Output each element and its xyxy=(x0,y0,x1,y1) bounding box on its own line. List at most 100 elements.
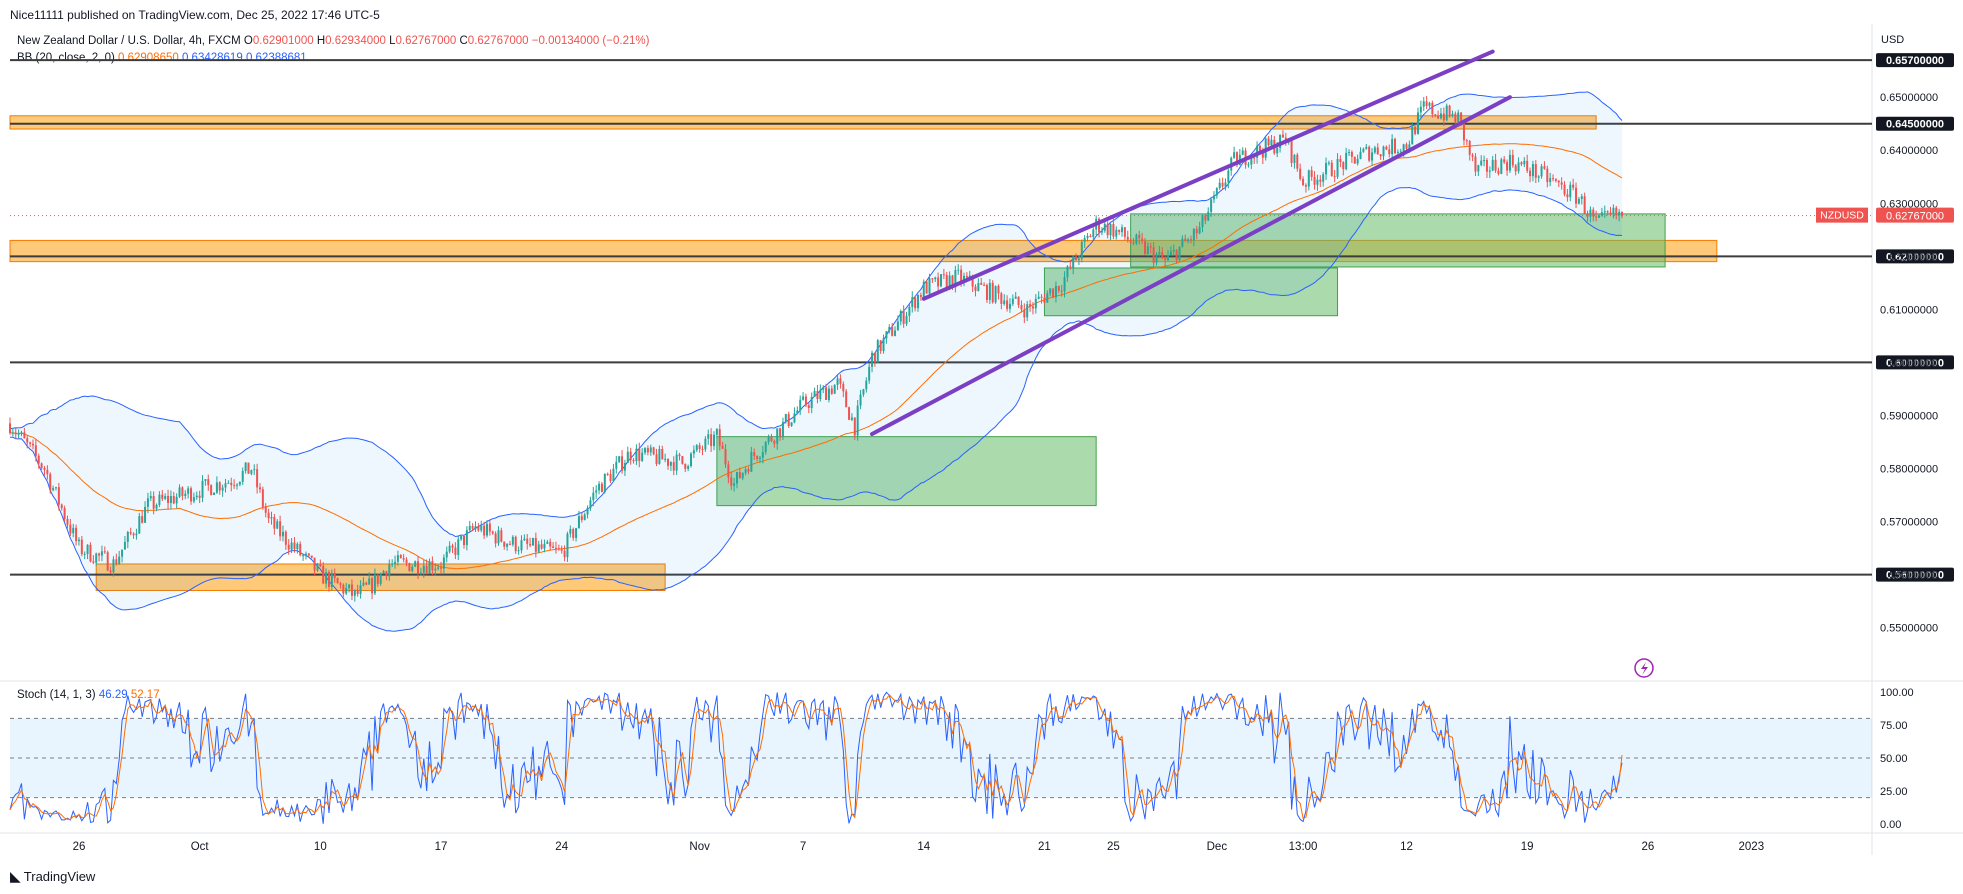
candle-body xyxy=(345,588,348,594)
candle-body xyxy=(34,445,37,456)
candle-body xyxy=(304,553,307,556)
candle-body xyxy=(26,438,29,443)
candle-body xyxy=(316,564,319,571)
candle-body xyxy=(1598,215,1601,218)
candle-body xyxy=(339,583,342,585)
zone-green-6 xyxy=(1130,213,1666,268)
candle-body xyxy=(848,407,851,420)
candle-body xyxy=(1310,170,1313,177)
stoch-tick-label: 50.00 xyxy=(1880,753,1908,765)
candle-body xyxy=(853,417,856,436)
candle-body xyxy=(1402,144,1405,152)
candle-body xyxy=(856,405,859,436)
candle-body xyxy=(1296,154,1299,169)
candle-body xyxy=(962,275,965,283)
candle-body xyxy=(77,539,80,542)
candle-body xyxy=(1373,147,1376,153)
candle-body xyxy=(141,516,144,523)
candle-body xyxy=(606,473,609,475)
candle-body xyxy=(1526,160,1529,171)
candle-body xyxy=(1008,303,1011,309)
candle-body xyxy=(1077,258,1080,261)
candle-body xyxy=(1385,146,1388,150)
zone-green-4 xyxy=(716,436,1097,507)
candle-body xyxy=(994,286,997,303)
candle-body xyxy=(20,432,23,434)
candle-body xyxy=(925,281,928,294)
candle-body xyxy=(569,529,572,534)
candle-body xyxy=(270,517,273,519)
candle-body xyxy=(1167,255,1170,260)
candle-body xyxy=(178,487,181,497)
candle-body xyxy=(1557,180,1560,183)
candle-body xyxy=(965,275,968,278)
candle-body xyxy=(69,524,72,534)
candle-body xyxy=(1428,102,1431,107)
candle-body xyxy=(494,533,497,544)
candle-body xyxy=(563,550,566,558)
candle-body xyxy=(618,456,621,462)
candle-body xyxy=(1057,286,1060,291)
time-axis-label: 14 xyxy=(917,841,930,853)
candle-body xyxy=(1049,288,1052,294)
candle-body xyxy=(991,282,994,303)
candle-body xyxy=(802,396,805,400)
candle-body xyxy=(940,274,942,287)
close-label: C xyxy=(459,35,468,47)
candle-body xyxy=(322,566,325,584)
candle-body xyxy=(888,327,891,332)
candle-body xyxy=(129,532,132,534)
candle-body xyxy=(1000,293,1003,304)
candle-body xyxy=(253,469,256,471)
candle-body xyxy=(1149,246,1152,248)
tradingview-logo[interactable]: ◣ TradingView xyxy=(10,868,95,885)
candle-body xyxy=(753,452,756,457)
candle-body xyxy=(250,470,253,474)
candle-body xyxy=(382,571,385,574)
candle-body xyxy=(1580,196,1583,199)
close-value: 0.62767000 xyxy=(467,35,529,47)
candle-body xyxy=(1192,229,1195,241)
candle-body xyxy=(488,523,491,532)
stoch-tick-label: 25.00 xyxy=(1880,786,1908,798)
candle-body xyxy=(1621,211,1624,216)
candle-body xyxy=(704,438,707,450)
candle-body xyxy=(957,269,960,271)
candle-body xyxy=(825,387,828,400)
candle-body xyxy=(43,467,46,470)
candle-body xyxy=(224,483,227,488)
candle-body xyxy=(540,544,543,549)
candle-body xyxy=(1302,178,1305,186)
candle-body xyxy=(313,557,316,571)
candle-body xyxy=(937,277,940,287)
candle-body xyxy=(784,414,787,422)
candle-body xyxy=(727,464,730,478)
candle-body xyxy=(172,496,175,504)
candle-body xyxy=(658,448,661,464)
candle-body xyxy=(1497,170,1500,174)
candle-body xyxy=(80,539,83,555)
candle-body xyxy=(954,270,957,288)
stoch-tick-label: 75.00 xyxy=(1880,720,1908,732)
candle-body xyxy=(353,589,356,596)
candle-body xyxy=(167,496,170,504)
candle-body xyxy=(1399,151,1402,153)
candle-body xyxy=(1537,176,1540,178)
level-label-box-2 xyxy=(1876,116,1954,131)
candle-body xyxy=(807,405,810,409)
candle-body xyxy=(1270,139,1273,146)
candle-body xyxy=(1577,198,1580,204)
candle-body xyxy=(1218,182,1221,189)
candle-body xyxy=(1158,252,1161,255)
candle-body xyxy=(845,391,848,408)
candle-body xyxy=(1572,184,1575,188)
alert-icon[interactable] xyxy=(1634,658,1654,678)
candle-body xyxy=(945,275,948,289)
currency-label: USD xyxy=(1881,34,1905,46)
level-label-2: 0.64500000 xyxy=(1886,119,1944,131)
low-value: 0.62767000 xyxy=(395,35,457,47)
candle-body xyxy=(356,589,359,595)
candle-body xyxy=(210,485,213,496)
candle-body xyxy=(529,543,532,546)
